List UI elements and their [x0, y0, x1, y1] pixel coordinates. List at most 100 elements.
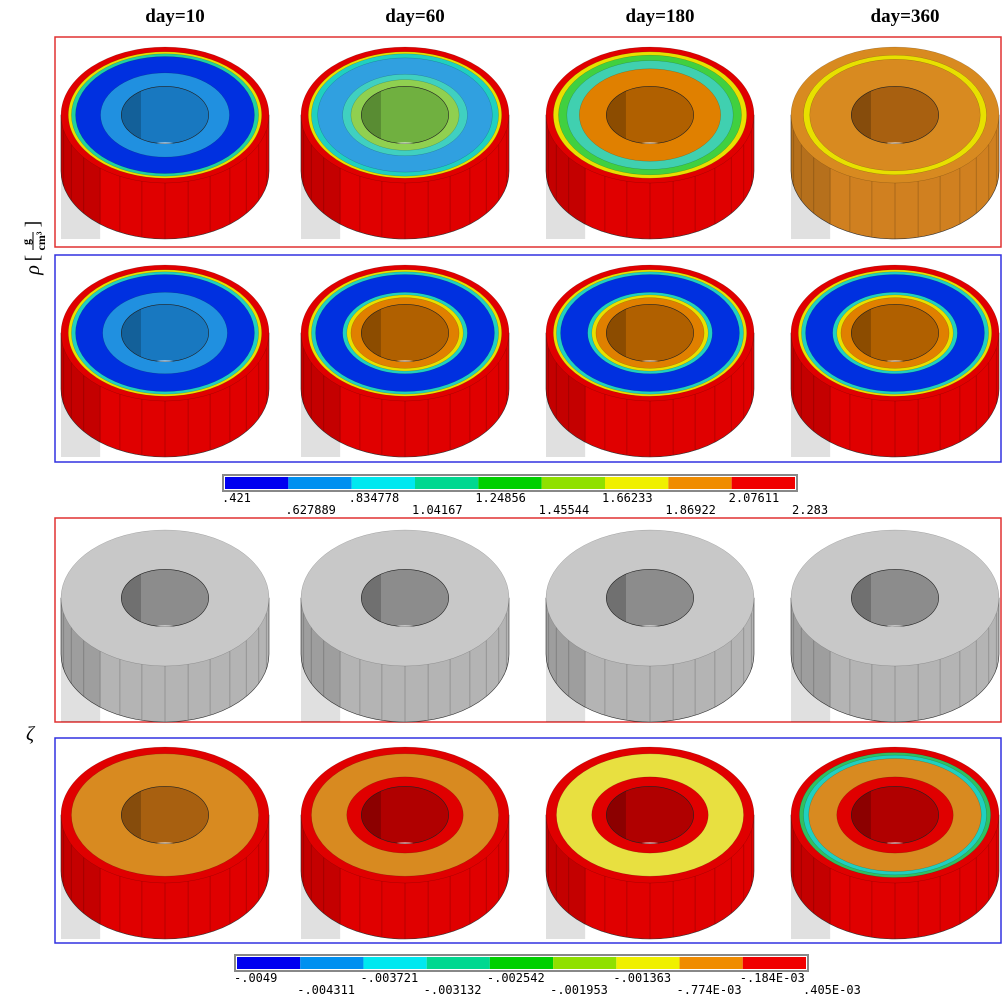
bracket: [ — [22, 255, 44, 262]
colorbar-segment — [679, 957, 743, 969]
colorbar-segment — [351, 477, 415, 489]
colorbar-frame — [234, 954, 809, 972]
colorbar-label: 1.24856 — [475, 491, 526, 505]
colorbar-label: -.184E-03 — [740, 971, 805, 985]
colorbar-segment — [742, 957, 806, 969]
colorbar-label: 2.07611 — [729, 491, 780, 505]
rho-label: ρ [ g cm³ ] — [19, 221, 48, 276]
ring-model — [790, 46, 1000, 240]
ring-model — [60, 746, 270, 940]
colorbar-label: .405E-03 — [803, 983, 861, 997]
facet-shade — [63, 815, 72, 939]
numerator: g — [19, 239, 33, 245]
colorbar-segment — [616, 957, 680, 969]
facet-shade — [301, 333, 304, 457]
colorbar-label: -.001953 — [550, 983, 608, 997]
facet-shade — [61, 333, 64, 457]
colorbar-segment — [237, 957, 301, 969]
colorbar-segment — [426, 957, 490, 969]
facet-shade — [793, 333, 802, 457]
colorbar-label: 2.283 — [792, 503, 828, 517]
facet-shade — [301, 598, 304, 722]
colorbar-label: -.002542 — [487, 971, 545, 985]
ring-model — [300, 746, 510, 940]
facet-shade — [791, 815, 794, 939]
ring-model — [545, 46, 755, 240]
ring-model — [60, 529, 270, 723]
ring-model — [790, 264, 1000, 458]
facet-shade — [548, 115, 557, 239]
colorbar-segment — [225, 477, 289, 489]
colorbar-label: -.0049 — [234, 971, 277, 985]
colorbar-label: -.003721 — [360, 971, 418, 985]
facet-shade — [793, 115, 802, 239]
row-frame — [54, 517, 1002, 723]
colorbar-label: .421 — [222, 491, 251, 505]
ring-model — [300, 46, 510, 240]
colorbar-label: 1.04167 — [412, 503, 463, 517]
colorbar-label: .834778 — [349, 491, 400, 505]
row-frame — [54, 36, 1002, 248]
column-header: day=360 — [871, 6, 940, 27]
ring-model — [300, 529, 510, 723]
column-header: day=10 — [145, 6, 204, 27]
facet-shade — [301, 115, 304, 239]
facet-shade — [791, 333, 794, 457]
colorbar-segment — [415, 477, 479, 489]
ring-model — [545, 746, 755, 940]
colorbar-segment — [363, 957, 427, 969]
facet-shade — [303, 115, 312, 239]
facet-shade — [546, 333, 549, 457]
ring-model — [60, 46, 270, 240]
colorbar-segment — [478, 477, 542, 489]
colorbar-frame — [222, 474, 798, 492]
column-header: day=60 — [385, 6, 444, 27]
facet-shade — [548, 333, 557, 457]
facet-shade — [63, 115, 72, 239]
colorbar-segment — [731, 477, 795, 489]
colorbar-segment — [288, 477, 352, 489]
facet-shade — [303, 333, 312, 457]
ring-model — [545, 264, 755, 458]
colorbar-label: 1.66233 — [602, 491, 653, 505]
ring-model — [60, 264, 270, 458]
colorbar-label: -.003132 — [424, 983, 482, 997]
column-header: day=180 — [626, 6, 695, 27]
facet-shade — [61, 598, 64, 722]
facet-shade — [303, 598, 312, 722]
facet-shade — [548, 598, 557, 722]
ring-model — [545, 529, 755, 723]
facet-shade — [61, 115, 64, 239]
ring-model — [300, 264, 510, 458]
facet-shade — [793, 598, 802, 722]
colorbar-label: -.004311 — [297, 983, 355, 997]
colorbar-label: .627889 — [285, 503, 336, 517]
ring-model — [790, 746, 1000, 940]
zeta-label: ζ — [26, 723, 36, 745]
colorbar-label: 1.45544 — [539, 503, 590, 517]
facet-shade — [793, 815, 802, 939]
colorbar-label: -.774E-03 — [677, 983, 742, 997]
facet-shade — [63, 333, 72, 457]
rho-symbol: ρ — [22, 265, 44, 276]
colorbar-label: -.001363 — [613, 971, 671, 985]
facet-shade — [791, 115, 794, 239]
denominator: cm³ — [34, 231, 48, 250]
colorbar-segment — [489, 957, 554, 969]
colorbar-segment — [668, 477, 732, 489]
facet-shade — [546, 598, 549, 722]
row-frame — [54, 737, 1002, 944]
facet-shade — [548, 815, 557, 939]
colorbar-segment — [300, 957, 364, 969]
facet-shade — [301, 815, 304, 939]
facet-shade — [303, 815, 312, 939]
colorbar-segment — [541, 477, 605, 489]
colorbar-segment — [553, 957, 617, 969]
colorbar-segment — [605, 477, 669, 489]
facet-shade — [546, 115, 549, 239]
ring-model — [790, 529, 1000, 723]
facet-shade — [63, 598, 72, 722]
facet-shade — [61, 815, 64, 939]
bracket: ] — [22, 221, 44, 228]
